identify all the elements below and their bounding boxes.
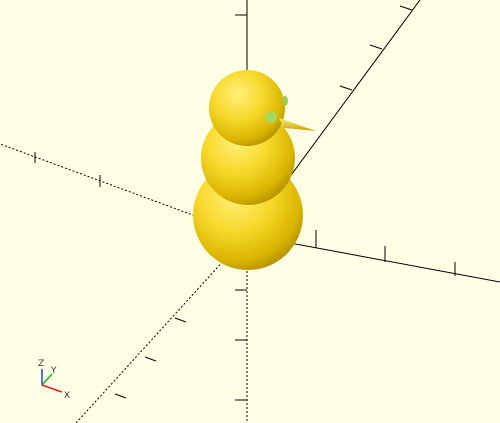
axis-tick: [369, 44, 383, 50]
axis-tick: [174, 317, 187, 323]
gizmo-x: [41, 384, 63, 393]
axis-tick: [114, 393, 127, 399]
gizmo-y: [41, 373, 53, 386]
gizmo-x-label: X: [64, 391, 70, 401]
axis-tick: [399, 5, 413, 11]
axis-tick: [144, 356, 157, 362]
gizmo-z-label: Z: [38, 359, 44, 369]
snowman: [193, 70, 316, 270]
nose: [279, 118, 316, 131]
eye: [282, 96, 288, 106]
head-sphere: [209, 70, 285, 146]
gizmo-y-label: Y: [50, 366, 57, 376]
axis-gizmo: Z Y X: [38, 359, 70, 401]
axis-tick: [339, 85, 353, 91]
eye: [265, 111, 277, 123]
axis-ticks: [34, 5, 456, 401]
